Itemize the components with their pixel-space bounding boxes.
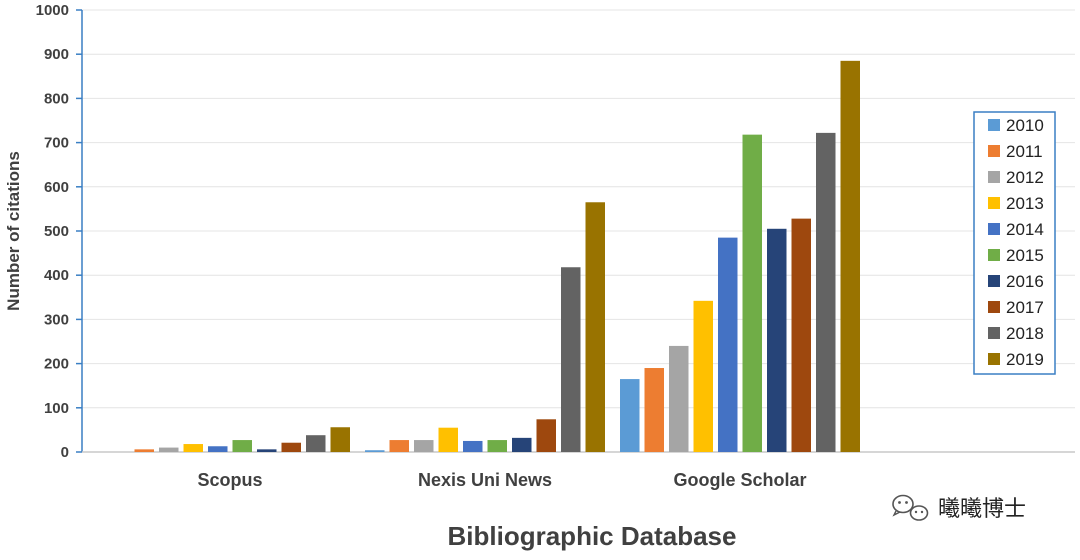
- legend-item: 2014: [988, 220, 1044, 239]
- y-tick-label: 600: [44, 179, 69, 196]
- legend-label: 2019: [1006, 350, 1044, 369]
- bar-2017-scopus: [281, 442, 301, 452]
- bar-2017-google-scholar: [791, 218, 811, 452]
- x-tick-label: Nexis Uni News: [418, 470, 552, 490]
- legend-label: 2012: [1006, 168, 1044, 187]
- bar-2013-scopus: [183, 444, 203, 452]
- legend-label: 2015: [1006, 246, 1044, 265]
- y-tick-label: 800: [44, 90, 69, 107]
- y-tick-label: 500: [44, 223, 69, 240]
- wechat-icon: [892, 494, 929, 521]
- legend-swatch: [988, 119, 1000, 131]
- bar-2012-google-scholar: [669, 345, 689, 452]
- y-tick-label: 900: [44, 46, 69, 63]
- legend-item: 2017: [988, 298, 1044, 317]
- bar-2018-nexis-uni-news: [561, 267, 581, 452]
- legend-swatch: [988, 327, 1000, 339]
- watermark-text: 曦曦博士: [938, 496, 1026, 521]
- bar-2017-nexis-uni-news: [536, 419, 556, 452]
- legend-swatch: [988, 249, 1000, 261]
- legend-item: 2018: [988, 324, 1044, 343]
- bar-2013-nexis-uni-news: [438, 427, 458, 452]
- legend-item: 2013: [988, 194, 1044, 213]
- legend-item: 2012: [988, 168, 1044, 187]
- watermark: 曦曦博士: [892, 494, 1026, 521]
- legend-label: 2014: [1006, 220, 1044, 239]
- bar-2015-nexis-uni-news: [487, 440, 507, 452]
- bar-2011-scopus: [134, 449, 154, 452]
- y-tick-label: 200: [44, 356, 69, 373]
- gridlines: [82, 9, 1075, 409]
- bar-2014-nexis-uni-news: [463, 440, 483, 452]
- bar-2014-scopus: [208, 446, 228, 452]
- bar-2015-scopus: [232, 440, 252, 452]
- bar-2014-google-scholar: [718, 237, 738, 452]
- legend-item: 2015: [988, 246, 1044, 265]
- legend-item: 2016: [988, 272, 1044, 291]
- bar-2016-nexis-uni-news: [512, 437, 532, 452]
- y-tick-label: 0: [61, 444, 69, 461]
- bar-2011-nexis-uni-news: [389, 440, 409, 452]
- legend-swatch: [988, 353, 1000, 365]
- bar-2011-google-scholar: [644, 368, 664, 452]
- legend-items: 2010 2011 2012 2013 2014 2015 2016 2017 2018 2019: [988, 116, 1044, 369]
- y-tick-label: 700: [44, 135, 69, 152]
- legend-item: 2011: [988, 142, 1043, 161]
- bar-2010-google-scholar: [620, 379, 640, 452]
- y-tick-label: 400: [44, 267, 69, 284]
- legend-swatch: [988, 301, 1000, 313]
- x-tick-label: Google Scholar: [673, 470, 806, 490]
- x-axis-title: Bibliographic Database: [448, 521, 737, 551]
- bars: [134, 60, 860, 453]
- tick-labels: 0 100 200 300 400 500 600 700 800 900 1000 Scopus Ne…: [36, 2, 807, 490]
- legend-swatch: [988, 145, 1000, 157]
- legend: 2010 2011 2012 2013 2014 2015 2016 2017 2018 2019: [973, 111, 1056, 375]
- legend-label: 2010: [1006, 116, 1044, 135]
- bar-2018-scopus: [306, 435, 326, 452]
- bar-2016-scopus: [257, 449, 277, 452]
- bar-2013-google-scholar: [693, 300, 713, 452]
- bar-2012-scopus: [159, 447, 179, 452]
- legend-box: [973, 111, 1056, 375]
- bar-2010-nexis-uni-news: [365, 450, 385, 452]
- legend-label: 2016: [1006, 272, 1044, 291]
- legend-item: 2019: [988, 350, 1044, 369]
- bar-2018-google-scholar: [816, 132, 836, 452]
- bar-2016-google-scholar: [767, 228, 787, 452]
- legend-swatch: [988, 223, 1000, 235]
- legend-label: 2017: [1006, 298, 1044, 317]
- bar-2019-nexis-uni-news: [585, 202, 605, 452]
- bar-2019-scopus: [330, 427, 350, 452]
- legend-swatch: [988, 197, 1000, 209]
- legend-swatch: [988, 275, 1000, 287]
- legend-label: 2011: [1006, 142, 1043, 161]
- legend-label: 2013: [1006, 194, 1044, 213]
- bar-2015-google-scholar: [742, 134, 762, 453]
- x-tick-label: Scopus: [197, 470, 262, 490]
- legend-swatch: [988, 171, 1000, 183]
- y-axis-title: Number of citations: [4, 151, 23, 311]
- legend-label: 2018: [1006, 324, 1044, 343]
- y-tick-label: 1000: [36, 2, 69, 19]
- y-tick-label: 100: [44, 400, 69, 417]
- legend-item: 2010: [988, 116, 1044, 135]
- bar-2012-nexis-uni-news: [414, 440, 434, 452]
- bar-2019-google-scholar: [840, 60, 860, 453]
- y-tick-label: 300: [44, 311, 69, 328]
